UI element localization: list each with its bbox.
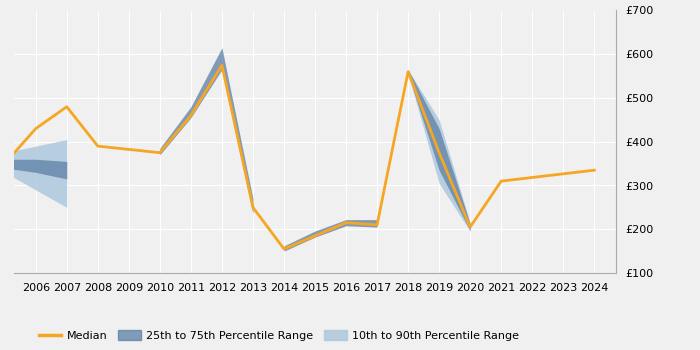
Legend: Median, 25th to 75th Percentile Range, 10th to 90th Percentile Range: Median, 25th to 75th Percentile Range, 1… (34, 326, 524, 345)
